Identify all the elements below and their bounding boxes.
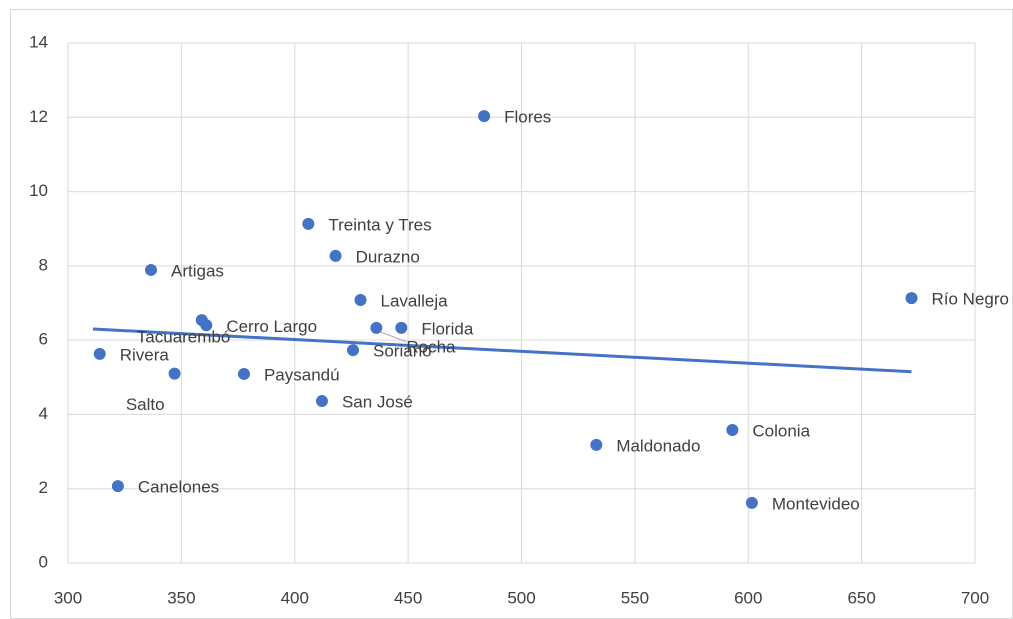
point	[590, 438, 603, 451]
point	[302, 217, 315, 230]
x-tick-label: 450	[394, 588, 422, 607]
x-tick-label: 350	[167, 588, 195, 607]
point	[395, 321, 408, 334]
point-label: Rivera	[120, 345, 170, 364]
point-label: Colonia	[752, 422, 810, 441]
point	[726, 424, 739, 437]
point	[111, 480, 124, 493]
point-label: Río Negro	[932, 290, 1009, 309]
point-label: Treinta y Tres	[328, 215, 431, 234]
point-label: Canelones	[138, 478, 219, 497]
point-label: Montevideo	[772, 494, 860, 513]
point	[347, 344, 360, 357]
y-tick-label: 2	[39, 478, 48, 497]
y-tick-label: 4	[39, 404, 48, 423]
point	[745, 496, 758, 509]
point-label: Maldonado	[616, 436, 700, 455]
y-tick-label: 10	[29, 181, 48, 200]
chart-border	[10, 9, 1013, 619]
point-label: Lavalleja	[381, 292, 449, 311]
point-label: San José	[342, 393, 413, 412]
x-tick-label: 550	[621, 588, 649, 607]
x-tick-label: 500	[507, 588, 535, 607]
point	[329, 249, 342, 262]
trendline	[92, 327, 912, 374]
point-label: Flores	[504, 108, 551, 127]
point	[168, 367, 181, 380]
point	[315, 395, 328, 408]
point-label: Salto	[126, 395, 165, 414]
point-label: Paysandú	[264, 365, 340, 384]
x-tick-label: 300	[54, 588, 82, 607]
y-tick-label: 12	[29, 107, 48, 126]
point	[237, 367, 250, 380]
point-label: Durazno	[356, 247, 420, 266]
point-label: Soriano	[373, 342, 432, 361]
leader-line	[380, 331, 407, 343]
point	[905, 292, 918, 305]
point	[195, 314, 208, 327]
x-tick-label: 400	[281, 588, 309, 607]
x-tick-label: 700	[961, 588, 989, 607]
point-label: Cerro Largo	[226, 317, 317, 336]
point	[478, 110, 491, 123]
point-label: Rocha	[406, 337, 456, 356]
point	[144, 263, 157, 276]
x-tick-label: 650	[847, 588, 875, 607]
y-tick-label: 8	[39, 255, 48, 274]
point-label: Artigas	[171, 261, 224, 280]
point-label: Florida	[421, 319, 474, 338]
point	[370, 321, 383, 334]
point	[354, 294, 367, 307]
y-tick-label: 14	[29, 32, 48, 51]
x-tick-label: 600	[734, 588, 762, 607]
y-tick-label: 6	[39, 330, 48, 349]
point-label: Tacuarembó	[137, 328, 231, 347]
y-tick-label: 0	[39, 552, 48, 571]
point	[93, 347, 106, 360]
